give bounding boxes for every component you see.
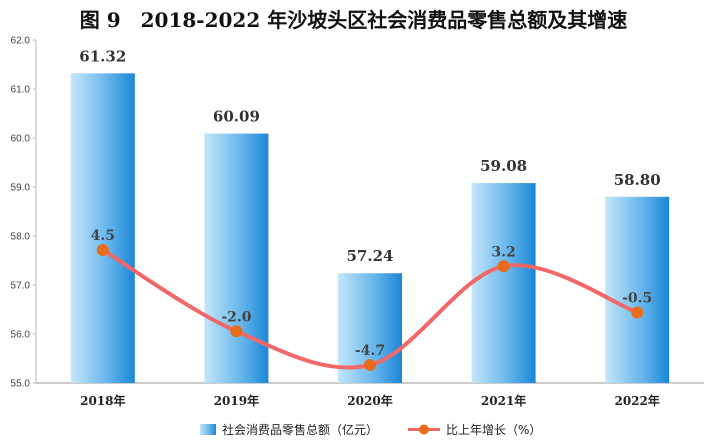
bar (605, 196, 670, 383)
x-tick-label: 2021年 (481, 393, 526, 408)
bar (70, 73, 135, 383)
growth-point (631, 306, 644, 319)
bar-value-label: 57.24 (347, 247, 394, 265)
x-tick-label: 2022年 (614, 393, 659, 408)
bar (471, 183, 536, 383)
y-tick-label: 61.0 (11, 85, 31, 96)
x-tick-label: 2019年 (214, 393, 259, 408)
legend-line-label: 比上年增长（%） (446, 423, 541, 437)
growth-value-label: 3.2 (491, 244, 515, 260)
bar-value-label: 60.09 (213, 108, 260, 126)
bar-value-label: 61.32 (79, 47, 126, 65)
bar-value-label: 59.08 (480, 157, 527, 175)
growth-value-label: -0.5 (622, 291, 652, 307)
growth-value-label: 4.5 (91, 228, 115, 244)
legend-bar-label: 社会消费品零售总额（亿元） (222, 422, 378, 437)
legend-bar-swatch (200, 424, 216, 435)
growth-value-label: -4.7 (355, 343, 385, 359)
x-tick-label: 2018年 (80, 393, 125, 408)
y-tick-label: 59.0 (11, 183, 31, 194)
growth-point (96, 244, 109, 256)
y-tick-label: 60.0 (11, 134, 31, 145)
chart-title: 图 9 2018-2022 年沙坡头区社会消费品零售总额及其增速 (79, 8, 628, 32)
growth-value-label: -2.0 (221, 309, 251, 325)
growth-point (364, 359, 376, 371)
legend-line-marker (419, 424, 429, 435)
legend: 社会消费品零售总额（亿元） 比上年增长（%） (200, 422, 541, 437)
y-tick-label: 57.0 (11, 281, 31, 292)
y-tick-label: 55.0 (11, 379, 31, 390)
growth-point (497, 260, 510, 273)
y-tick-label: 56.0 (11, 330, 31, 341)
y-tick-label: 62.0 (11, 36, 31, 47)
y-tick-label: 58.0 (11, 232, 31, 243)
bar (204, 133, 269, 383)
bar-value-label: 58.80 (614, 171, 661, 189)
x-tick-label: 2020年 (347, 393, 392, 408)
growth-point (230, 325, 243, 338)
